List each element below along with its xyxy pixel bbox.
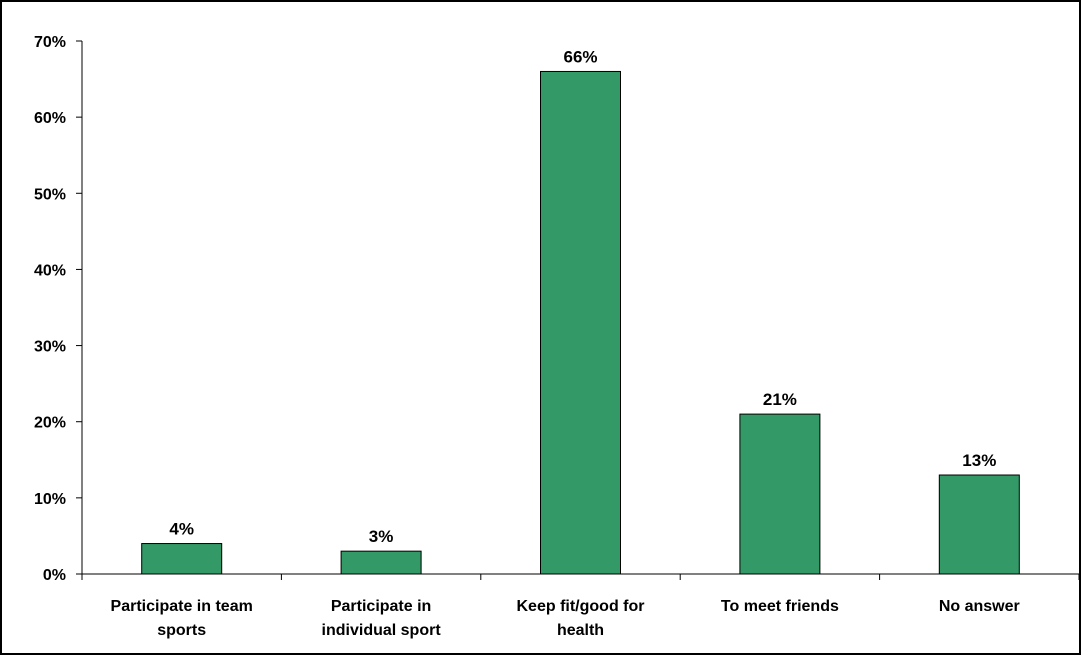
data-labels: 4% 3% 66% 21% 13% <box>169 47 996 546</box>
category-label: No answer <box>939 598 1020 615</box>
bar <box>340 550 422 575</box>
bars <box>141 70 1020 575</box>
bar-data-label: 13% <box>962 451 996 470</box>
bar <box>540 70 621 575</box>
category-label: health <box>557 622 604 639</box>
y-tick-label: 40% <box>34 262 66 279</box>
y-tick-label: 60% <box>34 110 66 127</box>
category-label: Keep fit/good for <box>517 598 645 615</box>
bar <box>938 474 1020 575</box>
y-axis: 0% 10% 20% 30% 40% 50% 60% 70% <box>34 34 83 584</box>
bar <box>739 413 821 575</box>
y-tick-label: 0% <box>43 567 66 584</box>
bar <box>141 543 223 575</box>
y-tick-label: 70% <box>34 34 66 51</box>
category-label: individual sport <box>322 622 442 639</box>
y-tick-label: 50% <box>34 186 66 203</box>
y-tick-label: 10% <box>34 491 66 508</box>
bar-data-label: 21% <box>763 390 797 409</box>
category-label: Participate in team <box>111 598 253 615</box>
category-labels: Participate in team sports Participate in i… <box>111 598 1020 639</box>
y-tick-label: 30% <box>34 339 66 356</box>
x-axis <box>81 573 1080 580</box>
y-tick-label: 20% <box>34 415 66 432</box>
category-label: To meet friends <box>721 598 839 615</box>
bar-data-label: 4% <box>169 520 194 539</box>
category-label: sports <box>157 622 206 639</box>
bar-data-label: 66% <box>563 47 597 66</box>
bar-data-label: 3% <box>369 527 394 546</box>
category-label: Participate in <box>331 598 431 615</box>
